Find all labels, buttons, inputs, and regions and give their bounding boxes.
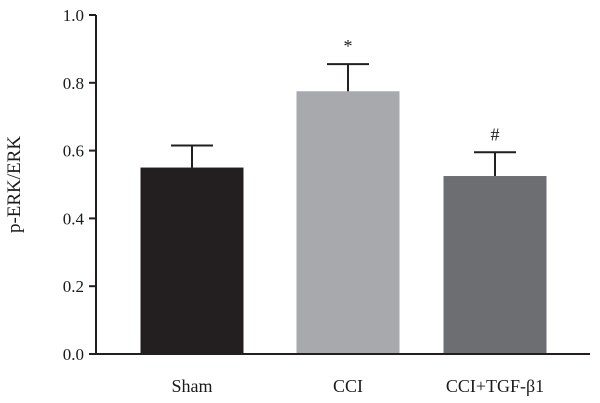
significance-mark-2: #	[491, 124, 500, 144]
y-tick-label-1: 0.2	[63, 277, 84, 296]
y-tick-label-2: 0.4	[63, 209, 85, 228]
x-tick-label-1: CCI	[333, 376, 363, 396]
y-axis-title: p-ERK/ERK	[4, 136, 25, 233]
y-tick-label-3: 0.6	[63, 142, 84, 161]
bar-0	[140, 167, 244, 354]
y-tick-label-4: 0.8	[63, 74, 84, 93]
plot-area: Sham * CCI # CCI+TGF-β1 0.0 0.2 0.4 0.6 0.8 1.0 p-E…	[4, 6, 590, 396]
y-tick-label-0: 0.0	[63, 345, 84, 364]
x-tick-label-2: CCI+TGF-β1	[446, 376, 544, 396]
y-tick-label-5: 1.0	[63, 6, 84, 25]
bar-2	[443, 176, 547, 354]
bar-1	[296, 91, 400, 355]
x-tick-label-0: Sham	[171, 376, 212, 396]
significance-mark-1: *	[344, 36, 353, 56]
